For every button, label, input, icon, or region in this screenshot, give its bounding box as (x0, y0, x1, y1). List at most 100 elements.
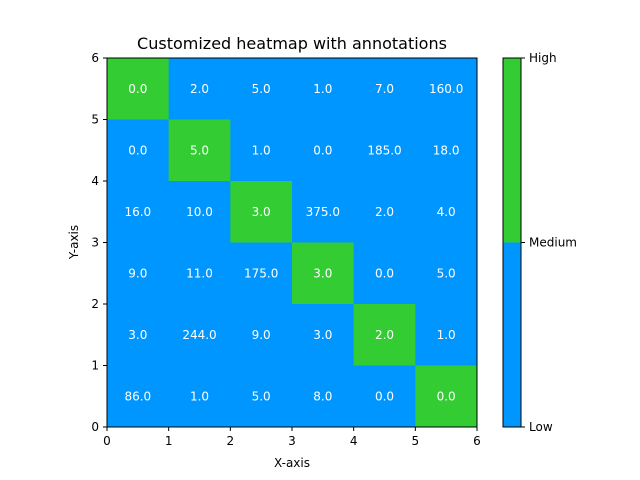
heatmap-cell (168, 181, 231, 243)
cell-annotation: 185.0 (367, 143, 401, 157)
heatmap-cell (292, 119, 355, 182)
cell-annotation: 9.0 (252, 328, 271, 342)
cell-annotation: 5.0 (190, 143, 209, 157)
heatmap-cell (230, 181, 293, 243)
heatmap-cell (230, 304, 293, 366)
heatmap-cell (168, 242, 231, 305)
cell-annotation: 3.0 (252, 205, 271, 219)
y-tick-label: 0 (91, 420, 99, 434)
heatmap-annotations: 0.0 2.0 5.0 1.0 7.0 160.0 0.0 5.0 1.0 0.0 185.0 18.… (124, 82, 463, 404)
cell-annotation: 0.0 (128, 143, 147, 157)
heatmap-cell (107, 58, 170, 120)
cell-annotation: 1.0 (190, 389, 209, 403)
y-tick-label: 5 (91, 113, 99, 127)
heatmap-cell (292, 242, 355, 305)
heatmap-cell (107, 365, 170, 428)
cell-annotation: 0.0 (437, 389, 456, 403)
heatmap-cell (292, 304, 355, 366)
cell-annotation: 0.0 (375, 266, 394, 280)
y-axis-ticks: 0 1 2 3 4 5 6 (91, 51, 107, 434)
x-axis-ticks: 0 1 2 3 4 5 6 (103, 427, 481, 448)
cell-annotation: 3.0 (313, 266, 332, 280)
colorbar-tick-label: Low (529, 420, 553, 434)
cell-annotation: 0.0 (375, 389, 394, 403)
cell-annotation: 2.0 (375, 205, 394, 219)
cell-annotation: 2.0 (375, 328, 394, 342)
y-tick-label: 6 (91, 51, 99, 65)
cell-annotation: 1.0 (313, 82, 332, 96)
y-tick-label: 3 (91, 236, 99, 250)
x-tick-label: 6 (473, 434, 481, 448)
heatmap-cell (415, 58, 478, 120)
heatmap-cell (353, 304, 416, 366)
heatmap-cell (230, 58, 293, 120)
heatmap-cell (353, 365, 416, 428)
chart-title: Customized heatmap with annotations (137, 34, 447, 53)
colorbar-tick-label: High (529, 51, 557, 65)
cell-annotation: 4.0 (437, 205, 456, 219)
cell-annotation: 1.0 (252, 143, 271, 157)
heatmap-cell (107, 304, 170, 366)
heatmap-cell (107, 119, 170, 182)
heatmap-cell (168, 304, 231, 366)
cell-annotation: 9.0 (128, 266, 147, 280)
cell-annotation: 16.0 (124, 205, 151, 219)
heatmap-cell (107, 242, 170, 305)
heatmap-cell (230, 365, 293, 428)
heatmap-cell (353, 181, 416, 243)
cell-annotation: 244.0 (182, 328, 216, 342)
colorbar: Low Medium High (502, 51, 577, 434)
heatmap-cell (292, 365, 355, 428)
y-axis-label: Y-axis (67, 225, 81, 260)
heatmap-cell (415, 304, 478, 366)
heatmap-cell (415, 181, 478, 243)
cell-annotation: 3.0 (313, 328, 332, 342)
heatmap-cell (168, 58, 231, 120)
heatmap-cell (292, 181, 355, 243)
heatmap-cell (415, 119, 478, 182)
cell-annotation: 0.0 (128, 82, 147, 96)
x-axis-label: X-axis (274, 456, 310, 470)
cell-annotation: 3.0 (128, 328, 147, 342)
cell-annotation: 11.0 (186, 266, 213, 280)
cell-annotation: 5.0 (252, 389, 271, 403)
heatmap-cell (107, 181, 170, 243)
x-tick-label: 4 (350, 434, 358, 448)
heatmap-cell (353, 119, 416, 182)
heatmap-cell (230, 119, 293, 182)
x-tick-label: 1 (165, 434, 173, 448)
colorbar-low-segment (503, 242, 521, 427)
x-tick-label: 2 (227, 434, 235, 448)
cell-annotation: 0.0 (313, 143, 332, 157)
colorbar-high-segment (503, 58, 521, 243)
cell-annotation: 10.0 (186, 205, 213, 219)
colorbar-tick-label: Medium (529, 236, 577, 250)
cell-annotation: 1.0 (437, 328, 456, 342)
x-tick-label: 3 (288, 434, 296, 448)
heatmap-cell (168, 119, 231, 182)
x-tick-label: 0 (103, 434, 111, 448)
cell-annotation: 5.0 (252, 82, 271, 96)
cell-annotation: 175.0 (244, 266, 278, 280)
heatmap-cell (415, 365, 478, 428)
x-tick-label: 5 (412, 434, 420, 448)
heatmap-cell (230, 242, 293, 305)
cell-annotation: 7.0 (375, 82, 394, 96)
cell-annotation: 160.0 (429, 82, 463, 96)
cell-annotation: 2.0 (190, 82, 209, 96)
heatmap-cell (292, 58, 355, 120)
y-tick-label: 4 (91, 174, 99, 188)
cell-annotation: 86.0 (124, 389, 151, 403)
heatmap-cell (353, 242, 416, 305)
heatmap-cell (168, 365, 231, 428)
cell-annotation: 5.0 (437, 266, 456, 280)
heatmap-cells (107, 58, 478, 428)
cell-annotation: 8.0 (313, 389, 332, 403)
y-tick-label: 2 (91, 297, 99, 311)
y-tick-label: 1 (91, 359, 99, 373)
heatmap-cell (353, 58, 416, 120)
heatmap-cell (415, 242, 478, 305)
cell-annotation: 18.0 (433, 143, 460, 157)
cell-annotation: 375.0 (306, 205, 340, 219)
